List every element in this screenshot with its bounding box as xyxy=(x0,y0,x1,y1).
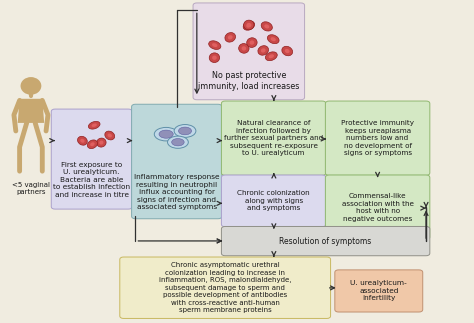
Ellipse shape xyxy=(155,127,178,141)
FancyBboxPatch shape xyxy=(51,109,132,209)
Polygon shape xyxy=(18,99,44,123)
Ellipse shape xyxy=(90,142,95,146)
Ellipse shape xyxy=(105,131,115,140)
Ellipse shape xyxy=(78,136,87,145)
Text: Commensal-like
association with the
host with no
negative outcomes: Commensal-like association with the host… xyxy=(342,193,414,222)
Ellipse shape xyxy=(246,24,252,28)
Ellipse shape xyxy=(91,123,97,127)
Ellipse shape xyxy=(239,44,249,53)
FancyBboxPatch shape xyxy=(120,257,330,318)
Ellipse shape xyxy=(265,52,277,61)
Ellipse shape xyxy=(282,46,292,56)
Ellipse shape xyxy=(264,24,269,28)
Ellipse shape xyxy=(212,43,218,47)
Text: Natural clearance of
infection followed by
further sexual partners and
subsequen: Natural clearance of infection followed … xyxy=(224,120,323,156)
Ellipse shape xyxy=(269,54,274,58)
Ellipse shape xyxy=(228,35,233,39)
Ellipse shape xyxy=(258,46,269,55)
Ellipse shape xyxy=(246,38,257,47)
Ellipse shape xyxy=(246,23,251,27)
Ellipse shape xyxy=(97,138,106,147)
Ellipse shape xyxy=(243,21,255,30)
Ellipse shape xyxy=(261,48,265,53)
Ellipse shape xyxy=(271,37,276,41)
FancyBboxPatch shape xyxy=(325,101,430,175)
Text: U. urealyticum-
associated
infertility: U. urealyticum- associated infertility xyxy=(350,280,407,301)
Ellipse shape xyxy=(285,49,290,53)
Ellipse shape xyxy=(88,121,100,129)
Text: First exposure to
U. urealyticum.
Bacteria are able
to establish infection
and i: First exposure to U. urealyticum. Bacter… xyxy=(53,162,130,198)
Text: Inflammatory response
resulting in neutrophil
influx accounting for
signs of inf: Inflammatory response resulting in neutr… xyxy=(134,174,219,210)
Ellipse shape xyxy=(108,133,112,138)
FancyBboxPatch shape xyxy=(221,226,430,256)
Ellipse shape xyxy=(20,77,41,95)
Text: <5 vaginal
partners: <5 vaginal partners xyxy=(12,182,50,195)
FancyBboxPatch shape xyxy=(221,101,326,175)
Ellipse shape xyxy=(209,41,221,49)
Ellipse shape xyxy=(179,127,191,135)
FancyBboxPatch shape xyxy=(193,3,305,100)
Ellipse shape xyxy=(242,46,246,51)
FancyBboxPatch shape xyxy=(221,175,326,227)
Text: Protective immunity
keeps ureaplasma
numbers low and
no development of
signs or : Protective immunity keeps ureaplasma num… xyxy=(341,120,414,156)
Ellipse shape xyxy=(174,124,196,137)
FancyBboxPatch shape xyxy=(335,270,423,312)
Ellipse shape xyxy=(209,53,219,63)
Text: No past protective
immunity, load increases: No past protective immunity, load increa… xyxy=(198,71,300,91)
Ellipse shape xyxy=(99,141,103,145)
Text: Chronic colonization
along with signs
and symptoms: Chronic colonization along with signs an… xyxy=(237,190,310,211)
Text: Chronic asymptomatic urethral
colonization leading to increase in
inflammation, : Chronic asymptomatic urethral colonizati… xyxy=(159,262,292,313)
Ellipse shape xyxy=(172,139,184,146)
FancyBboxPatch shape xyxy=(132,104,222,219)
Ellipse shape xyxy=(244,20,254,30)
Ellipse shape xyxy=(159,130,173,138)
Ellipse shape xyxy=(212,56,217,60)
Text: Resolution of symptoms: Resolution of symptoms xyxy=(280,237,372,245)
FancyBboxPatch shape xyxy=(325,175,430,240)
Ellipse shape xyxy=(267,35,279,44)
Ellipse shape xyxy=(80,139,85,143)
Ellipse shape xyxy=(261,22,273,31)
Ellipse shape xyxy=(250,40,254,45)
Ellipse shape xyxy=(167,136,188,148)
Ellipse shape xyxy=(87,140,98,149)
Ellipse shape xyxy=(225,33,236,42)
